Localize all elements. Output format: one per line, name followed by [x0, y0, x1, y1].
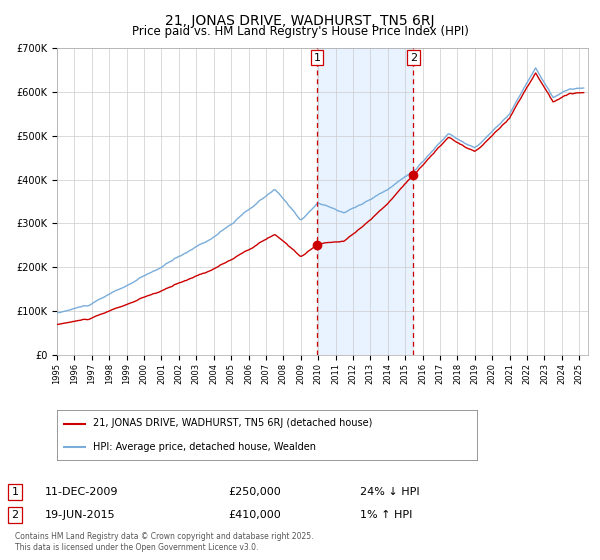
Text: £410,000: £410,000: [228, 510, 281, 520]
Text: Price paid vs. HM Land Registry's House Price Index (HPI): Price paid vs. HM Land Registry's House …: [131, 25, 469, 38]
Text: £250,000: £250,000: [228, 487, 281, 497]
Bar: [317, 48, 413, 355]
Text: 24% ↓ HPI: 24% ↓ HPI: [360, 487, 419, 497]
Text: HPI: Average price, detached house, Wealden: HPI: Average price, detached house, Weal…: [92, 441, 316, 451]
Text: 21, JONAS DRIVE, WADHURST, TN5 6RJ: 21, JONAS DRIVE, WADHURST, TN5 6RJ: [165, 14, 435, 28]
Text: 2: 2: [410, 53, 417, 63]
Text: 2: 2: [11, 510, 19, 520]
Text: 1% ↑ HPI: 1% ↑ HPI: [360, 510, 412, 520]
Text: 1: 1: [314, 53, 320, 63]
Text: 11-DEC-2009: 11-DEC-2009: [45, 487, 119, 497]
Text: 19-JUN-2015: 19-JUN-2015: [45, 510, 116, 520]
Text: 21, JONAS DRIVE, WADHURST, TN5 6RJ (detached house): 21, JONAS DRIVE, WADHURST, TN5 6RJ (deta…: [92, 418, 372, 428]
Text: Contains HM Land Registry data © Crown copyright and database right 2025.
This d: Contains HM Land Registry data © Crown c…: [15, 531, 314, 552]
Text: 1: 1: [11, 487, 19, 497]
